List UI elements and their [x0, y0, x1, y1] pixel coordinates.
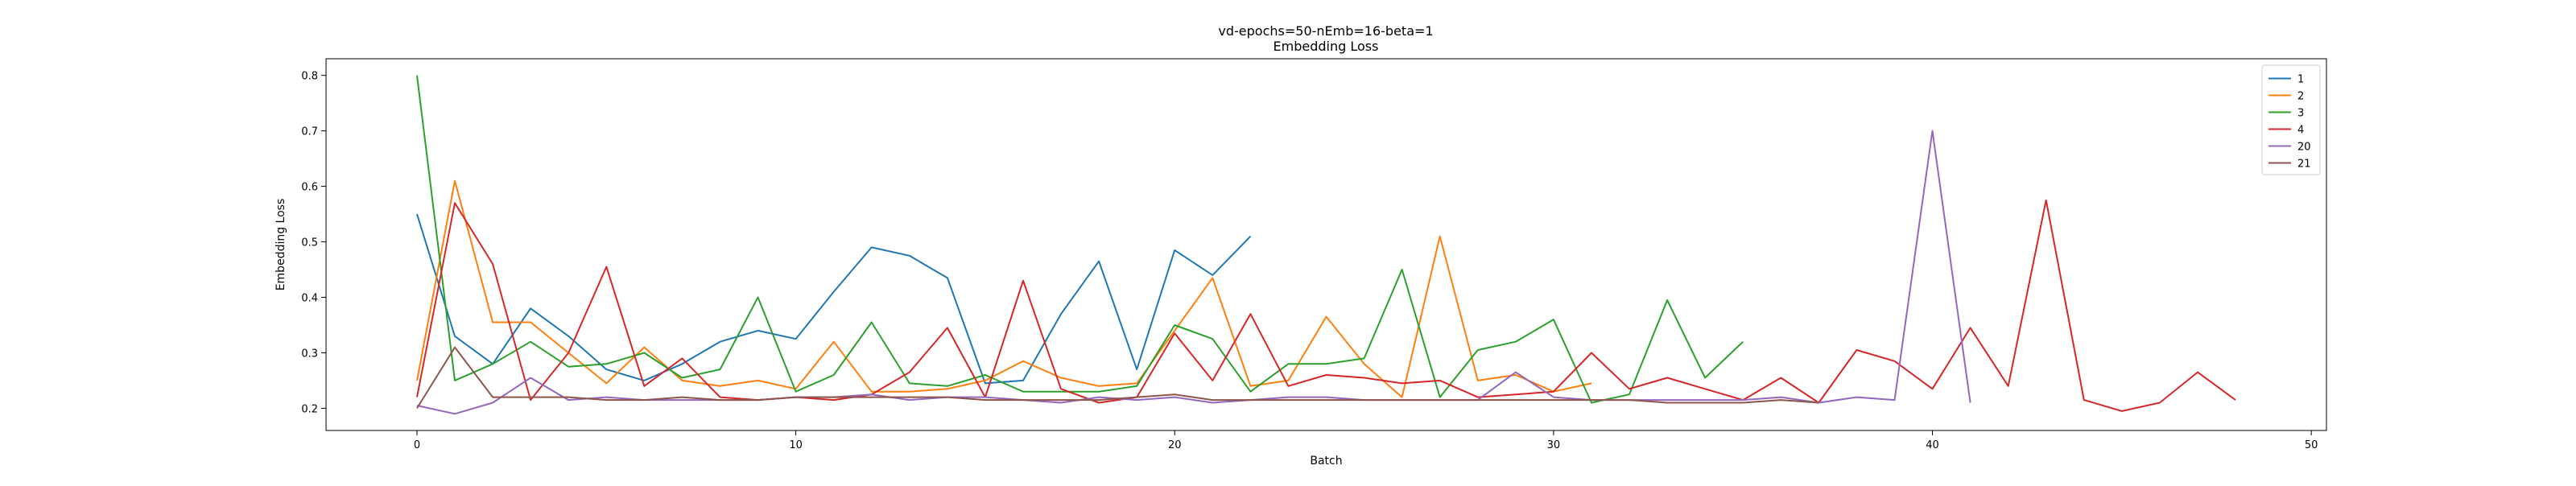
legend-label-2: 2: [2297, 91, 2304, 103]
legend-box: [2261, 64, 2321, 175]
x-tick-label: 30: [1547, 439, 1561, 451]
legend-label-21: 21: [2297, 159, 2311, 171]
series-line-20: [416, 130, 1971, 415]
y-tick-label: 0.7: [301, 126, 318, 138]
x-tick-label: 20: [1168, 439, 1182, 451]
y-axis: 0.2 0.3 0.4 0.5 0.6 0.7 0.8: [301, 71, 326, 415]
x-axis-label: Batch: [1310, 455, 1342, 467]
x-tick-label: 40: [1926, 439, 1939, 451]
legend-label-4: 4: [2297, 125, 2304, 137]
series-line-4: [416, 199, 2236, 412]
legend-label-3: 3: [2297, 108, 2304, 120]
y-tick-label: 0.5: [301, 237, 318, 249]
y-tick-label: 0.2: [301, 403, 318, 415]
legend-label-1: 1: [2297, 74, 2304, 86]
y-tick-label: 0.4: [301, 293, 318, 305]
x-tick-label: 0: [414, 439, 420, 451]
series-layer: [416, 75, 2236, 415]
y-tick-label: 0.3: [301, 348, 318, 360]
plot-frame: [325, 58, 2327, 431]
x-tick-label: 10: [789, 439, 803, 451]
chart-title: vd-epochs=50-nEmb=16-beta=1: [1218, 23, 1433, 39]
x-tick-label: 50: [2305, 439, 2318, 451]
chart-subtitle: Embedding Loss: [1274, 39, 1379, 54]
y-axis-label: Embedding Loss: [275, 199, 287, 291]
legend-label-20: 20: [2297, 142, 2311, 154]
series-line-1: [416, 213, 1252, 385]
series-line-3: [416, 75, 1744, 404]
series-line-21: [416, 346, 1819, 409]
legend: 1 2 3 4 20 21: [2261, 64, 2321, 175]
x-axis: 0 10 20 30 40 50: [414, 430, 2318, 451]
series-line-2: [416, 179, 1592, 398]
y-tick-label: 0.8: [301, 71, 318, 83]
y-tick-label: 0.6: [301, 182, 318, 194]
